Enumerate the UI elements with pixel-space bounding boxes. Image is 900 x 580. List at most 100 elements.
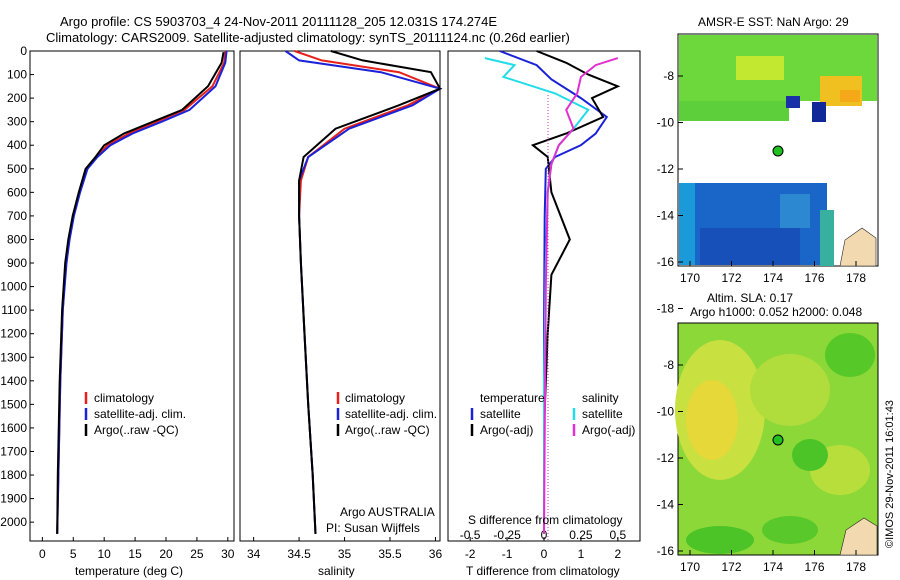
map-x-tick-label: 176: [804, 271, 824, 285]
sla-map-title1: Altim. SLA: 0.17: [707, 291, 793, 305]
depth-axis: 0 100 200 300 400 500 600 700 800 900 1000 1100 1200…: [0, 44, 34, 529]
legend-sal-satellite: satellite: [582, 407, 623, 421]
map-y-tick-label: -16: [657, 544, 675, 558]
map-y-tick-label: -14: [657, 209, 675, 223]
map-x-tick-label: 178: [846, 560, 866, 574]
legend-argo: Argo(..raw -QC): [94, 423, 179, 437]
x-tick-label: 15: [128, 547, 142, 561]
x-tick-label: 2: [615, 547, 622, 561]
legend-sal-argo: Argo(-adj): [582, 423, 635, 437]
difference-xlabel: T difference from climatology: [466, 564, 620, 578]
program-label: Argo AUSTRALIA: [340, 505, 435, 519]
x-tick-label: 30: [221, 547, 235, 561]
x-tick-label: 20: [159, 547, 173, 561]
legend-argo: Argo(..raw -QC): [345, 423, 430, 437]
x-tick-label: 36: [429, 547, 443, 561]
map-x-tick-label: 178: [846, 271, 866, 285]
legend-satellite: satellite-adj. clim.: [345, 407, 437, 421]
profile-lines: [56, 50, 621, 534]
s-tick-label: 0: [541, 528, 548, 542]
series-line: [530, 50, 621, 534]
depth-tick-label: 2000: [0, 515, 27, 529]
depth-tick-label: 600: [7, 185, 27, 199]
depth-tick-label: 400: [7, 138, 27, 152]
x-axis-ticks: 0 5 10 15 20 25 30 34 34.5 35 35.5 36 -2 -1 0 1 2 -0.5 -0.…: [39, 528, 626, 561]
map-x-tick-label: 172: [721, 271, 741, 285]
s-tick-label: -0.5: [460, 528, 481, 542]
depth-tick-label: 1600: [0, 421, 27, 435]
legend-temp-argo: Argo(-adj): [480, 423, 533, 437]
series-line: [298, 50, 442, 534]
map-y-tick-label: -16: [657, 255, 675, 269]
depth-tick-label: 1700: [0, 444, 27, 458]
depth-tick-label: 500: [7, 162, 27, 176]
map-x-tick-label: 172: [721, 560, 741, 574]
salinity-legend: climatology satellite-adj. clim. Argo(..…: [336, 391, 437, 437]
sla-map-title2: Argo h1000: 0.052 h2000: 0.048: [690, 305, 862, 319]
legend-temp-satellite: satellite: [480, 407, 521, 421]
map-y-tick-label: -12: [657, 162, 675, 176]
x-tick-label: 0: [39, 547, 46, 561]
credit-label: ©IMOS 29-Nov-2011 16:01:43: [884, 400, 896, 548]
s-tick-label: 0.5: [610, 528, 627, 542]
s-tick-label: -0.25: [493, 528, 521, 542]
depth-tick-label: 1200: [0, 327, 27, 341]
map-x-tick-label: 176: [804, 560, 824, 574]
depth-tick-label: 200: [7, 91, 27, 105]
x-tick-label: 35: [338, 547, 352, 561]
x-tick-label: 0: [541, 547, 548, 561]
depth-tick-label: 800: [7, 232, 27, 246]
depth-tick-label: 0: [20, 44, 27, 58]
series-line: [56, 52, 225, 534]
legend-satellite: satellite-adj. clim.: [94, 407, 186, 421]
difference-legend: temperature salinity satellite Argo(-adj…: [470, 391, 635, 437]
map-x-tick-label: 174: [763, 560, 783, 574]
map-y-tick-label: -18: [657, 302, 675, 316]
x-tick-label: 34: [247, 547, 261, 561]
depth-tick-label: 1400: [0, 374, 27, 388]
map-y-tick-label: -14: [657, 498, 675, 512]
x-tick-label: -1: [502, 547, 513, 561]
temperature-legend: climatology satellite-adj. clim. Argo(..…: [84, 391, 186, 437]
salinity-xlabel: salinity: [318, 564, 355, 578]
pi-label: PI: Susan Wijffels: [326, 521, 420, 535]
depth-tick-label: 1300: [0, 350, 27, 364]
title-line1: Argo profile: CS 5903703_4 24-Nov-2011 2…: [60, 14, 497, 29]
sst-map: -8 -10 -12 -14 -16 -18 170 172 174 176 178: [657, 33, 879, 316]
legend-temperature-title: temperature: [480, 391, 545, 405]
depth-tick-label: 1500: [0, 397, 27, 411]
legend-salinity-title: salinity: [582, 391, 619, 405]
x-tick-label: 5: [70, 547, 77, 561]
x-tick-label: 25: [190, 547, 204, 561]
series-line: [543, 57, 619, 534]
x-tick-label: 10: [98, 547, 112, 561]
depth-tick-label: 1000: [0, 280, 27, 294]
s-tick-label: 0.25: [569, 528, 593, 542]
x-tick-label: 35.5: [378, 547, 402, 561]
depth-tick-label: 300: [7, 115, 27, 129]
map-y-tick-label: -10: [657, 116, 675, 130]
depth-tick-label: 900: [7, 256, 27, 270]
map-y-tick-label: -10: [657, 405, 675, 419]
salinity-panel: [239, 50, 441, 542]
argo-position-marker: [772, 434, 784, 446]
s-difference-label: S difference from climatology: [468, 513, 623, 527]
depth-tick-label: 700: [7, 209, 27, 223]
x-tick-label: -2: [465, 547, 476, 561]
sst-map-title: AMSR-E SST: NaN Argo: 29: [698, 15, 849, 29]
argo-position-marker: [772, 145, 784, 157]
depth-tick-label: 1800: [0, 468, 27, 482]
depth-tick-label: 1100: [1, 303, 27, 317]
map-y-tick-label: -12: [657, 451, 675, 465]
temperature-panel: [29, 50, 235, 542]
depth-tick-label: 1900: [0, 492, 27, 506]
x-tick-label: 1: [578, 547, 585, 561]
map-x-tick-label: 170: [680, 560, 700, 574]
map-y-tick-label: -8: [663, 69, 674, 83]
map-y-tick-label: -8: [663, 358, 674, 372]
legend-climatology: climatology: [94, 391, 154, 405]
title-line2: Climatology: CARS2009. Satellite-adjuste…: [46, 30, 570, 45]
map-x-tick-label: 170: [680, 271, 700, 285]
